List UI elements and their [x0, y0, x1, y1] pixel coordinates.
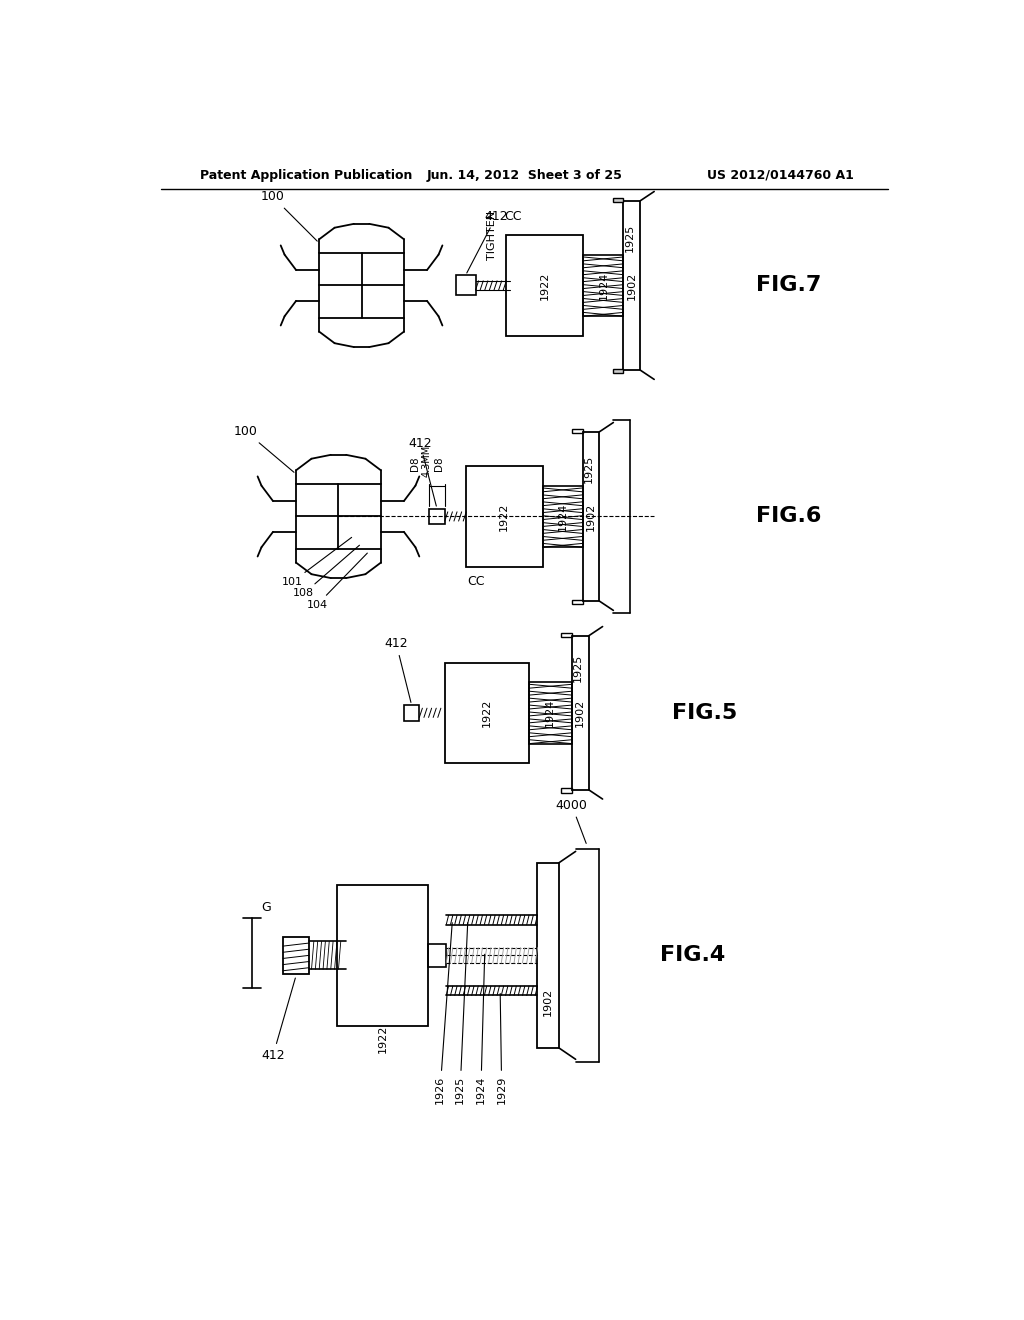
- Text: FIG.5: FIG.5: [672, 702, 737, 723]
- Text: 1924: 1924: [557, 503, 567, 531]
- Bar: [403, 705, 419, 721]
- Text: D8: D8: [434, 457, 444, 471]
- Text: 412: 412: [384, 638, 411, 702]
- Text: Patent Application Publication: Patent Application Publication: [200, 169, 413, 182]
- Bar: [529, 682, 571, 743]
- Bar: [584, 255, 624, 317]
- Text: 1922: 1922: [540, 272, 550, 300]
- Bar: [583, 432, 599, 601]
- Bar: [466, 466, 543, 566]
- Bar: [561, 632, 571, 638]
- Text: 412: 412: [467, 210, 508, 273]
- Text: 1925: 1925: [584, 454, 594, 483]
- Text: 1902: 1902: [586, 503, 596, 531]
- Bar: [571, 636, 589, 789]
- Bar: [571, 429, 583, 433]
- Bar: [612, 198, 624, 202]
- Bar: [538, 863, 559, 1048]
- Text: TIGHTEN: TIGHTEN: [487, 211, 498, 260]
- Bar: [428, 944, 446, 966]
- Text: 1924: 1924: [476, 954, 486, 1105]
- Text: D8: D8: [411, 457, 421, 471]
- Text: 1925: 1925: [573, 653, 583, 682]
- Text: 108: 108: [293, 545, 359, 598]
- Text: 1925: 1925: [625, 223, 635, 252]
- Bar: [624, 201, 640, 370]
- Text: FIG.6: FIG.6: [756, 507, 821, 527]
- Text: 1902: 1902: [627, 272, 637, 300]
- Text: 100: 100: [261, 190, 317, 242]
- Text: 1902: 1902: [575, 698, 586, 727]
- Text: 104: 104: [306, 553, 368, 610]
- Text: 4.3MM: 4.3MM: [422, 445, 432, 477]
- Bar: [506, 235, 584, 335]
- Text: 1922: 1922: [499, 503, 509, 531]
- Bar: [543, 486, 583, 548]
- Text: 1922: 1922: [482, 698, 493, 727]
- Text: FIG.4: FIG.4: [660, 945, 725, 965]
- Text: 1922: 1922: [378, 1024, 387, 1052]
- Text: 4000: 4000: [556, 799, 588, 843]
- Text: G: G: [261, 902, 271, 915]
- Bar: [283, 937, 309, 974]
- Bar: [456, 276, 475, 296]
- Bar: [612, 368, 624, 374]
- Text: 1929: 1929: [497, 994, 507, 1105]
- Text: 412: 412: [409, 437, 436, 506]
- Text: 100: 100: [234, 425, 294, 473]
- Text: Jun. 14, 2012  Sheet 3 of 25: Jun. 14, 2012 Sheet 3 of 25: [427, 169, 623, 182]
- Text: CC: CC: [467, 576, 484, 589]
- Bar: [319, 253, 403, 318]
- Text: 1902: 1902: [543, 987, 553, 1015]
- Text: 412: 412: [261, 978, 295, 1063]
- Text: 1926: 1926: [435, 923, 453, 1105]
- Text: 101: 101: [282, 537, 351, 587]
- Text: FIG.7: FIG.7: [756, 276, 821, 296]
- Text: US 2012/0144760 A1: US 2012/0144760 A1: [708, 169, 854, 182]
- Bar: [444, 663, 529, 763]
- Text: 1924: 1924: [545, 698, 555, 727]
- Text: 1925: 1925: [455, 923, 468, 1105]
- Bar: [571, 599, 583, 605]
- Bar: [296, 484, 381, 549]
- Text: 1924: 1924: [598, 272, 608, 300]
- Text: CC: CC: [505, 210, 522, 223]
- Bar: [561, 788, 571, 793]
- Bar: [337, 884, 428, 1026]
- Bar: [429, 508, 444, 524]
